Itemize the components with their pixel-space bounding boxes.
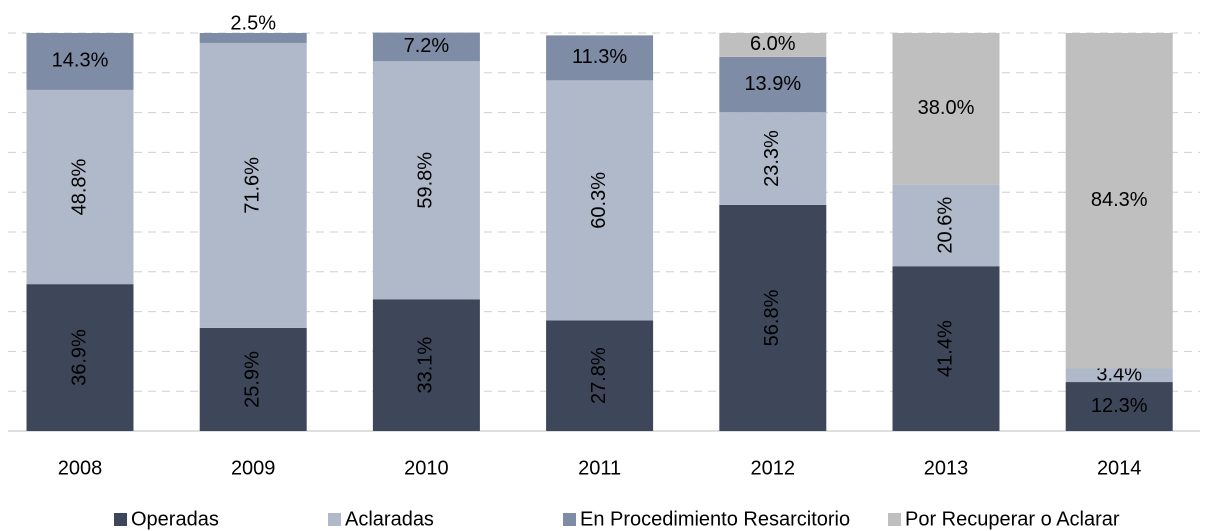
- bar-segment: [546, 80, 654, 321]
- x-tick-label: 2010: [404, 457, 449, 479]
- legend-swatch: [888, 513, 901, 526]
- x-tick-label: 2009: [231, 457, 276, 479]
- bar-segment: [719, 204, 827, 431]
- data-label: 36.9%: [68, 329, 90, 386]
- legend-label: Por Recuperar o Aclarar: [905, 508, 1120, 530]
- legend-label: Operadas: [131, 508, 219, 530]
- data-label: 33.1%: [415, 337, 437, 394]
- data-label: 84.3%: [1091, 189, 1148, 211]
- x-tick-label: 2011: [578, 457, 621, 479]
- bar-segment: [719, 56, 827, 113]
- bar-segment: [199, 42, 307, 328]
- bar-segment: [892, 266, 1000, 431]
- data-label: 11.3%: [572, 46, 627, 68]
- bar-segment: [372, 32, 480, 62]
- x-tick-label: 2008: [58, 457, 103, 479]
- legend-label: En Procedimiento Resarcitorio: [580, 508, 850, 530]
- bar-segment: [892, 33, 1000, 185]
- bar-segment: [1065, 33, 1173, 369]
- bar-segment: [372, 61, 480, 300]
- data-label: 7.2%: [404, 35, 450, 57]
- data-label: 59.8%: [415, 152, 437, 209]
- data-label: 25.9%: [241, 351, 263, 408]
- bar-segment: [26, 89, 134, 285]
- x-tick-label: 2013: [924, 457, 969, 479]
- bar-segment: [1065, 382, 1173, 431]
- bar-segment: [892, 184, 1000, 267]
- data-label: 13.9%: [744, 73, 801, 95]
- data-label: 2.5%: [230, 12, 276, 34]
- legend-label: Aclaradas: [345, 508, 434, 530]
- bar-segment: [719, 33, 827, 57]
- data-label: 12.3%: [1091, 395, 1148, 417]
- bar-segment: [199, 33, 307, 43]
- data-label: 6.0%: [750, 33, 796, 55]
- x-tick-label: 2012: [751, 457, 796, 479]
- data-label: 38.0%: [918, 97, 975, 119]
- x-tick-label: 2014: [1097, 457, 1142, 479]
- data-label: 23.3%: [761, 130, 783, 187]
- data-label: 27.8%: [588, 347, 610, 404]
- data-label: 60.3%: [588, 172, 610, 229]
- bar-segment: [546, 35, 654, 81]
- data-label: 41.4%: [934, 320, 956, 377]
- bar-segment: [1065, 368, 1173, 383]
- bar-segment: [199, 327, 307, 431]
- legend-swatch: [114, 513, 127, 526]
- data-label: 48.8%: [68, 158, 90, 215]
- bar-segment: [26, 33, 134, 90]
- data-label: 71.6%: [241, 157, 263, 214]
- bar-segment: [719, 112, 827, 205]
- bar-segment: [26, 284, 134, 431]
- legend-swatch: [563, 513, 576, 526]
- bar-segment: [372, 299, 480, 431]
- data-label: 3.4%: [1096, 364, 1142, 386]
- data-label: 14.3%: [52, 50, 109, 72]
- legend-swatch: [328, 513, 341, 526]
- data-label: 56.8%: [761, 289, 783, 346]
- bar-segment: [546, 320, 654, 431]
- data-label: 20.6%: [934, 197, 956, 254]
